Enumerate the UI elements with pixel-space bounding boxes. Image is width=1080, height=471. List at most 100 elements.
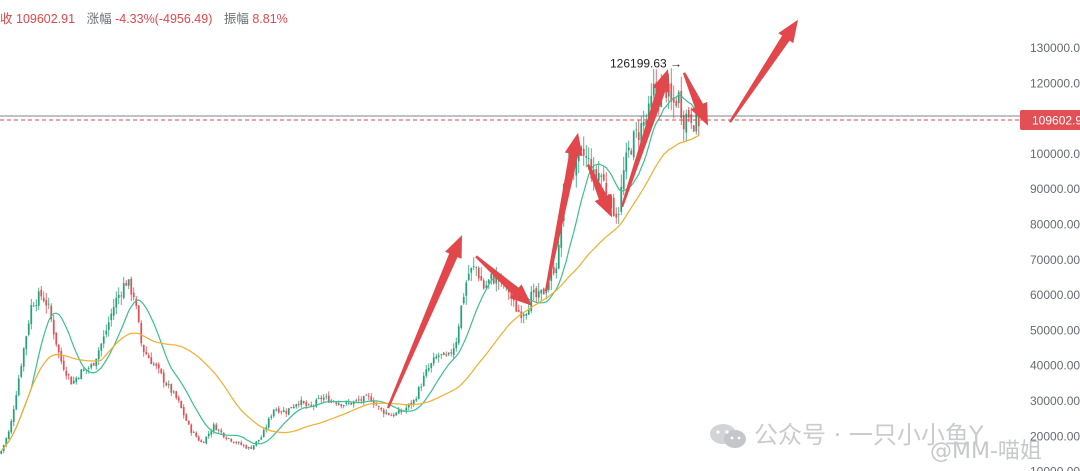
- candle-body: [310, 404, 313, 406]
- candle-body: [152, 363, 155, 365]
- candle-body: [145, 351, 148, 355]
- candle-body: [237, 442, 240, 443]
- candle-body: [295, 404, 298, 407]
- y-tick-label: 60000.00: [1030, 288, 1080, 302]
- candle-body: [180, 400, 183, 408]
- candle-body: [292, 406, 295, 409]
- candle-body: [360, 399, 363, 401]
- price-label-text: 109602.9: [1032, 114, 1080, 128]
- candle-body: [622, 170, 625, 189]
- candle-body: [347, 402, 350, 404]
- candle-body: [557, 244, 560, 269]
- candle-body: [130, 278, 133, 295]
- candle-body: [587, 158, 590, 160]
- candle-body: [435, 356, 438, 359]
- candle-body: [640, 123, 643, 145]
- candle-body: [35, 305, 38, 307]
- candle-body: [217, 429, 220, 431]
- candle-body: [367, 395, 370, 397]
- candle-body: [227, 438, 230, 440]
- candle-body: [52, 319, 55, 335]
- candle-body: [605, 182, 608, 195]
- candle-body: [272, 409, 275, 417]
- amplitude-value: 8.81%: [252, 12, 288, 26]
- annotation-arrow: [475, 255, 532, 306]
- candle-body: [120, 295, 123, 297]
- candle-body: [677, 91, 680, 104]
- candle-body: [37, 291, 40, 306]
- candle-body: [125, 282, 128, 286]
- annotation-arrow: [544, 132, 583, 292]
- candle-body: [617, 214, 620, 216]
- candle-body: [102, 336, 105, 344]
- price-info-bar: 收 109602.91 涨幅 -4.33%(-4956.49) 振幅 8.81%: [0, 8, 288, 27]
- y-tick-label: 10000.00: [1030, 465, 1080, 471]
- moving-averages: [0, 93, 700, 452]
- candle-body: [210, 431, 213, 435]
- candle-body: [420, 386, 423, 388]
- annotation-arrow: [620, 69, 670, 208]
- candle-body: [107, 322, 110, 330]
- candle-body: [260, 437, 263, 440]
- candle-body: [680, 90, 683, 119]
- candle-body: [187, 420, 190, 425]
- candle-body: [60, 351, 63, 362]
- candle-body: [202, 442, 205, 443]
- y-tick-label: 50000.00: [1030, 323, 1080, 337]
- candle-body: [182, 407, 185, 416]
- y-tick-label: 20000.00: [1030, 429, 1080, 443]
- candle-body: [582, 148, 585, 156]
- candle-body: [275, 409, 278, 411]
- candle-body: [280, 411, 283, 413]
- candle-body: [110, 313, 113, 321]
- candle-body: [357, 399, 360, 401]
- candle-body: [615, 213, 618, 218]
- candle-body: [135, 298, 138, 306]
- candle-body: [320, 397, 323, 400]
- candle-body: [375, 404, 378, 406]
- candle-body: [427, 368, 430, 371]
- candle-body: [477, 267, 480, 279]
- candle-body: [147, 355, 150, 359]
- candle-body: [490, 273, 493, 280]
- candle-body: [285, 411, 288, 414]
- candle-body: [42, 297, 45, 302]
- candle-body: [257, 439, 260, 442]
- candle-body: [487, 279, 490, 284]
- candle-body: [645, 121, 648, 126]
- candle-body: [387, 413, 390, 415]
- annotation-arrow: [729, 19, 798, 123]
- candle-body: [325, 396, 328, 398]
- candle-body: [155, 363, 158, 366]
- candle-body: [87, 368, 90, 369]
- candle-body: [340, 404, 343, 406]
- candle-body: [470, 267, 473, 273]
- candle-body: [400, 410, 403, 413]
- candle-body: [380, 407, 383, 410]
- candle-body: [297, 404, 300, 405]
- candle-body: [220, 430, 223, 433]
- y-tick-label: 90000.00: [1030, 182, 1080, 196]
- amplitude-label: 振幅: [223, 12, 249, 26]
- candle-body: [450, 352, 453, 354]
- candle-body: [472, 266, 475, 267]
- annotation-arrow: [586, 164, 612, 218]
- candle-body: [185, 414, 188, 421]
- candle-body: [140, 322, 143, 344]
- candle-body: [390, 415, 393, 417]
- candle-body: [350, 402, 353, 405]
- candle-body: [112, 306, 115, 316]
- high-label: 126199.63 →: [610, 56, 682, 70]
- candle-body: [447, 352, 450, 355]
- candle-body: [597, 173, 600, 181]
- candle-body: [650, 95, 653, 108]
- candle-body: [430, 363, 433, 369]
- candle-body: [647, 103, 650, 121]
- candle-body: [10, 420, 13, 433]
- candle-body: [625, 152, 628, 172]
- candle-body: [250, 447, 253, 449]
- candle-body: [205, 436, 208, 444]
- candle-body: [315, 399, 318, 407]
